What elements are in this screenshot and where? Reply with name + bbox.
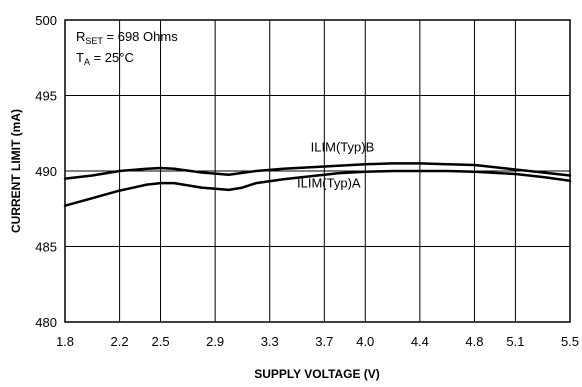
y-tick-label: 480: [35, 315, 57, 330]
x-tick-label: 1.8: [56, 334, 74, 349]
x-tick-label: 2.5: [152, 334, 170, 349]
y-tick-label: 495: [35, 89, 57, 104]
ta-value: = 25°C: [90, 50, 134, 65]
x-tick-label: 4.8: [465, 334, 483, 349]
series-labels: ILIM(Typ)B ILIM(Typ)A: [297, 139, 374, 190]
x-tick-label: 3.7: [315, 334, 333, 349]
x-tick-label: 5.1: [506, 334, 524, 349]
y-tick-label: 500: [35, 13, 57, 28]
ta-subscript: A: [84, 57, 90, 67]
y-tick-label: 490: [35, 164, 57, 179]
x-tick-label: 2.9: [206, 334, 224, 349]
x-tick-label: 5.5: [561, 334, 579, 349]
x-tick-label: 2.2: [111, 334, 129, 349]
x-axis-title: SUPPLY VOLTAGE (V): [254, 367, 380, 381]
rset-value: = 698 Ohms: [103, 29, 178, 44]
ta-main: T: [76, 50, 84, 65]
series-line: [63, 162, 572, 180]
x-tick-labels: 1.8 2.2 2.5 2.9 3.3 3.7 4.0 4.4 4.8 5.1 5.5: [56, 334, 579, 349]
rset-subscript: SET: [85, 36, 103, 46]
x-tick-label: 4.4: [411, 334, 429, 349]
x-tick-label: 3.3: [261, 334, 279, 349]
rset-main: R: [76, 29, 85, 44]
y-tick-labels: 480 485 490 495 500: [35, 13, 57, 330]
series-lines: [63, 162, 572, 207]
y-axis-title: CURRENT LIMIT (mA): [9, 109, 23, 233]
x-tick-label: 4.0: [356, 334, 374, 349]
series-label: ILIM(Typ)B: [311, 139, 375, 154]
grid-lines: [65, 20, 570, 322]
plot-area-frame: [64, 19, 571, 323]
series-line: [63, 169, 572, 207]
annotation-rset: RSET = 698 Ohms: [76, 29, 178, 46]
annotation-ta: TA = 25°C: [76, 50, 134, 67]
series-label: ILIM(Typ)A: [297, 176, 361, 191]
y-tick-label: 485: [35, 240, 57, 255]
